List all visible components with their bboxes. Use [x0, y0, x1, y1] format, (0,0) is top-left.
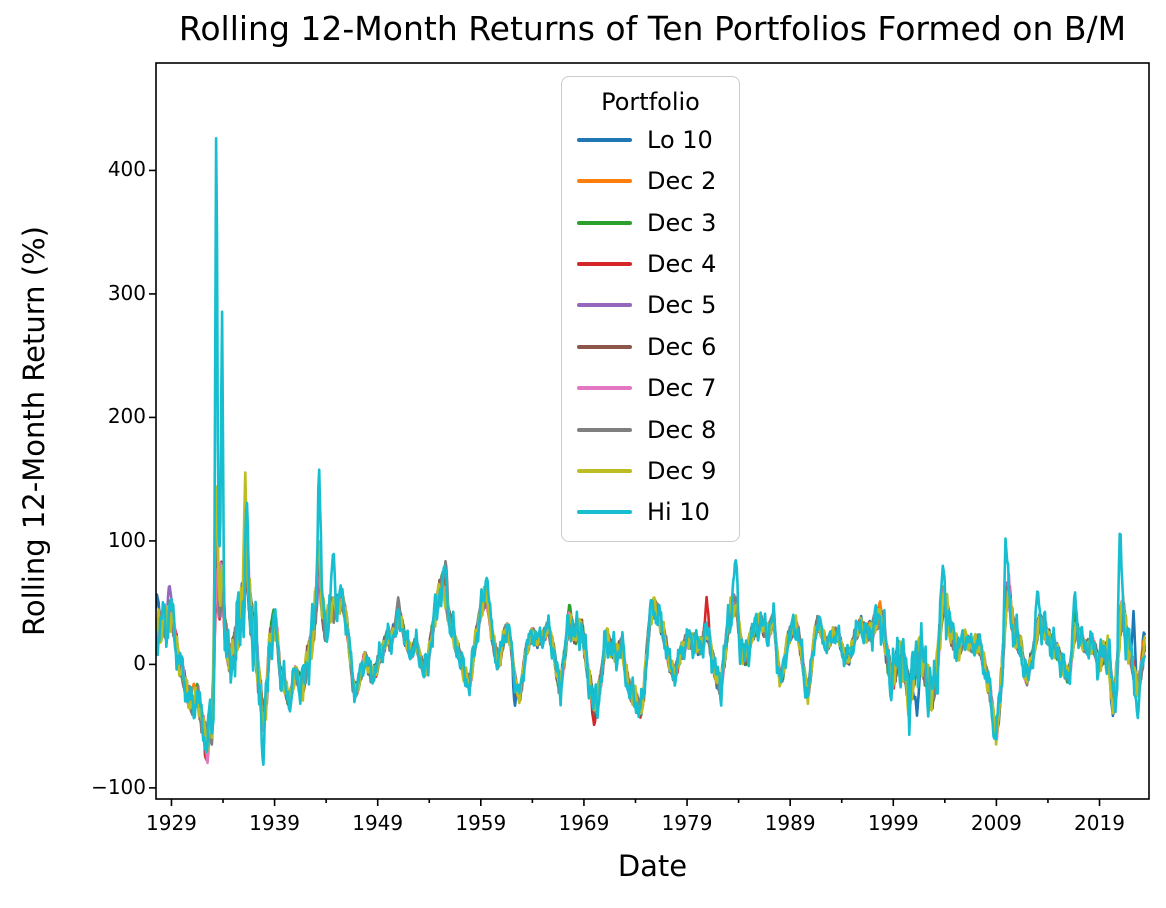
x-tick-label: 1989	[764, 811, 816, 835]
legend-swatch-dec-3-icon	[577, 220, 632, 225]
legend-swatch-hi-10-icon	[577, 510, 632, 515]
legend-swatch-dec-9-icon	[577, 468, 632, 473]
y-tick-label: 300	[107, 280, 146, 305]
x-axis-label: Date	[617, 849, 688, 883]
legend-label: Dec 9	[647, 456, 717, 485]
legend-title: Portfolio	[601, 88, 700, 116]
legend-entry-dec-9: Dec 9	[562, 450, 739, 491]
axis-ticks	[149, 169, 1101, 806]
legend-entry-dec-3: Dec 3	[562, 202, 739, 243]
series-lines	[156, 137, 1146, 767]
legend-label: Dec 4	[647, 249, 717, 278]
legend-entry-dec-4: Dec 4	[562, 243, 739, 284]
y-tick-label: 0	[133, 651, 146, 676]
legend-label: Dec 7	[647, 374, 717, 403]
plot-spines	[155, 62, 1150, 800]
legend-entry-dec-2: Dec 2	[562, 160, 739, 201]
y-tick-label: 200	[107, 404, 146, 429]
legend-swatch-lo-10-icon	[577, 137, 632, 142]
legend-entry-dec-8: Dec 8	[562, 409, 739, 450]
legend-entry-hi-10: Hi 10	[562, 492, 739, 533]
y-tick-label: −100	[91, 774, 146, 799]
legend-swatch-dec-5-icon	[577, 303, 632, 308]
legend-label: Lo 10	[647, 125, 713, 154]
legend-swatch-dec-7-icon	[577, 386, 632, 391]
legend-swatch-dec-6-icon	[577, 344, 632, 349]
legend-entry-lo-10: Lo 10	[562, 119, 739, 160]
x-tick-label: 1959	[455, 811, 507, 835]
legend-entry-dec-6: Dec 6	[562, 326, 739, 367]
x-tick-label: 1979	[661, 811, 713, 835]
legend-swatch-dec-4-icon	[577, 261, 632, 266]
legend-label: Dec 8	[647, 415, 717, 444]
legend-label: Dec 3	[647, 208, 717, 237]
legend-label: Dec 2	[647, 167, 717, 196]
chart-title: Rolling 12-Month Returns of Ten Portfoli…	[178, 9, 1127, 48]
legend-label: Hi 10	[647, 498, 710, 527]
legend-swatch-dec-2-icon	[577, 179, 632, 184]
x-tick-label: 1969	[558, 811, 610, 835]
x-tick-label: 1929	[146, 811, 197, 835]
x-tick-label: 2009	[970, 811, 1022, 835]
legend-swatch-dec-8-icon	[577, 427, 632, 432]
series-line-hi-10	[156, 137, 1146, 767]
series-line-dec-3	[156, 552, 1146, 742]
legend-entry-dec-7: Dec 7	[562, 367, 739, 408]
x-tick-label: 1939	[249, 811, 301, 835]
legend-label: Dec 5	[647, 291, 717, 320]
x-tick-label: 2019	[1074, 811, 1125, 835]
y-tick-label: 400	[107, 157, 146, 182]
legend-label: Dec 6	[647, 332, 717, 361]
y-tick-label: 100	[107, 527, 146, 552]
legend-entry-dec-5: Dec 5	[562, 285, 739, 326]
legend: Portfolio Lo 10 Dec 2 Dec 3 Dec 4 Dec 5 Dec 6…	[561, 76, 740, 542]
x-tick-label: 1949	[352, 811, 404, 835]
x-tick-label: 1999	[867, 811, 919, 835]
